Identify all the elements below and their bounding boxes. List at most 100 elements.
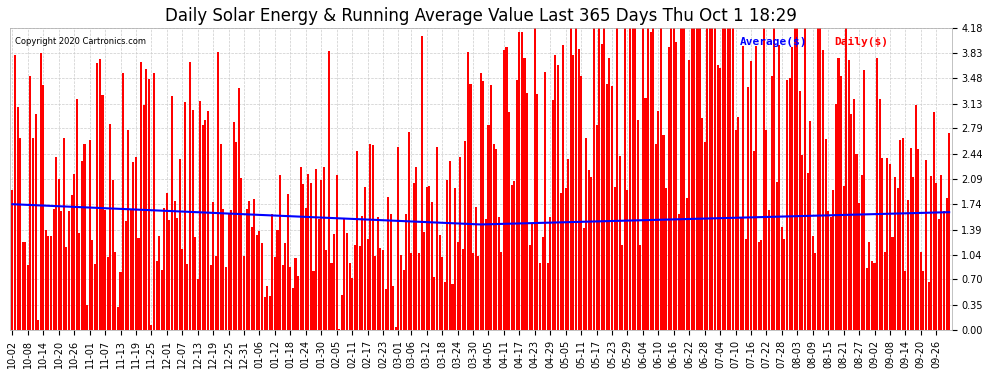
Bar xyxy=(364,187,366,330)
Bar xyxy=(549,216,551,330)
Bar xyxy=(873,263,875,330)
Bar xyxy=(43,85,45,330)
Bar xyxy=(920,252,922,330)
Bar xyxy=(503,50,505,330)
Bar xyxy=(451,284,453,330)
Bar xyxy=(358,246,361,330)
Bar xyxy=(693,28,695,330)
Bar xyxy=(863,70,865,330)
Bar xyxy=(456,242,458,330)
Bar xyxy=(246,209,248,330)
Bar xyxy=(281,265,284,330)
Bar xyxy=(884,252,886,330)
Bar xyxy=(701,118,703,330)
Bar xyxy=(763,28,765,330)
Bar xyxy=(78,233,80,330)
Bar xyxy=(794,28,796,330)
Bar xyxy=(559,194,561,330)
Bar xyxy=(616,28,618,330)
Bar xyxy=(130,209,132,330)
Bar xyxy=(390,214,392,330)
Bar xyxy=(907,200,909,330)
Bar xyxy=(150,325,152,330)
Bar xyxy=(75,99,78,330)
Bar xyxy=(897,188,899,330)
Bar xyxy=(258,231,260,330)
Bar xyxy=(809,121,811,330)
Bar xyxy=(146,69,148,330)
Bar xyxy=(786,80,788,330)
Bar xyxy=(410,254,412,330)
Bar xyxy=(570,28,572,330)
Bar xyxy=(439,235,441,330)
Bar xyxy=(133,162,135,330)
Bar xyxy=(500,252,502,330)
Bar xyxy=(815,253,817,330)
Bar xyxy=(207,111,209,330)
Bar xyxy=(838,57,840,330)
Bar xyxy=(725,28,727,330)
Bar xyxy=(155,261,157,330)
Bar xyxy=(564,188,566,330)
Bar xyxy=(912,177,914,330)
Bar xyxy=(70,195,72,330)
Bar xyxy=(65,247,67,330)
Bar xyxy=(817,28,819,330)
Bar xyxy=(348,263,350,330)
Bar xyxy=(609,58,611,330)
Bar xyxy=(94,264,96,330)
Bar xyxy=(544,72,546,330)
Bar xyxy=(842,186,844,330)
Bar xyxy=(551,100,553,330)
Bar xyxy=(938,219,940,330)
Bar xyxy=(508,112,510,330)
Bar xyxy=(534,28,536,330)
Bar xyxy=(238,88,240,330)
Bar xyxy=(297,276,299,330)
Bar xyxy=(649,32,651,330)
Bar xyxy=(537,94,539,330)
Bar xyxy=(923,272,925,330)
Bar xyxy=(248,201,250,330)
Bar xyxy=(738,117,740,330)
Bar xyxy=(637,120,639,330)
Bar xyxy=(274,257,276,330)
Bar xyxy=(448,161,450,330)
Bar xyxy=(532,223,534,330)
Bar xyxy=(12,190,14,330)
Bar xyxy=(691,28,693,330)
Bar xyxy=(366,239,368,330)
Bar xyxy=(421,36,423,330)
Bar xyxy=(747,87,749,330)
Bar xyxy=(750,61,752,330)
Bar xyxy=(50,236,52,330)
Bar xyxy=(917,148,920,330)
Bar xyxy=(627,190,629,330)
Bar xyxy=(686,198,688,330)
Bar xyxy=(804,28,806,330)
Bar xyxy=(279,175,281,330)
Bar xyxy=(706,28,708,330)
Bar xyxy=(403,270,405,330)
Bar xyxy=(667,47,669,330)
Bar xyxy=(678,214,680,330)
Bar xyxy=(683,28,685,330)
Bar xyxy=(485,219,487,330)
Bar xyxy=(416,167,418,330)
Bar xyxy=(493,144,495,330)
Bar xyxy=(197,279,199,330)
Bar xyxy=(413,183,415,330)
Bar xyxy=(184,102,186,330)
Bar xyxy=(284,243,286,330)
Bar xyxy=(732,28,734,330)
Bar xyxy=(619,156,621,330)
Bar xyxy=(945,198,947,330)
Bar xyxy=(442,257,444,330)
Bar xyxy=(516,80,518,330)
Bar xyxy=(629,28,631,330)
Bar xyxy=(524,58,526,330)
Bar xyxy=(35,114,37,330)
Bar xyxy=(199,101,201,330)
Bar xyxy=(889,165,891,330)
Bar xyxy=(268,296,271,330)
